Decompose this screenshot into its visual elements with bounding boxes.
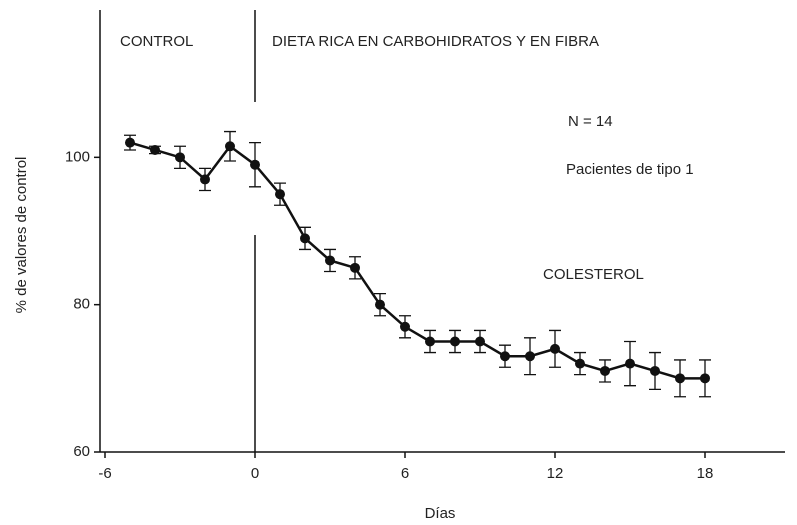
point xyxy=(325,255,335,266)
point xyxy=(600,365,610,376)
point xyxy=(650,365,660,376)
point xyxy=(625,358,635,369)
point xyxy=(450,336,460,347)
point xyxy=(525,351,535,362)
point xyxy=(475,336,485,347)
point xyxy=(175,152,185,163)
point xyxy=(275,189,285,200)
annotation: Pacientes de tipo 1 xyxy=(566,161,694,178)
point xyxy=(675,373,685,384)
point xyxy=(200,174,210,185)
point xyxy=(700,373,710,384)
y-tick-label: 100 xyxy=(65,148,90,165)
x-tick-label: 18 xyxy=(697,465,714,482)
point xyxy=(225,141,235,152)
x-tick-label: -6 xyxy=(98,465,111,482)
point xyxy=(150,144,160,155)
x-tick-label: 6 xyxy=(401,465,409,482)
point xyxy=(250,159,260,170)
point xyxy=(400,321,410,332)
y-tick-label: 80 xyxy=(73,296,90,313)
y-tick-label: 60 xyxy=(73,443,90,460)
point xyxy=(350,262,360,273)
annotation: DIETA RICA EN CARBOHIDRATOS Y EN FIBRA xyxy=(272,33,599,50)
x-axis-label: Días xyxy=(425,505,456,522)
x-tick-label: 0 xyxy=(251,465,259,482)
annotation: CONTROL xyxy=(120,33,193,50)
point xyxy=(575,358,585,369)
point xyxy=(425,336,435,347)
point xyxy=(300,233,310,244)
point xyxy=(375,299,385,310)
point xyxy=(500,351,510,362)
point xyxy=(125,137,135,148)
y-axis-label: % de valores de control xyxy=(13,157,30,314)
x-tick-label: 12 xyxy=(547,465,564,482)
point xyxy=(550,343,560,354)
annotation: N = 14 xyxy=(568,113,613,130)
annotation: COLESTEROL xyxy=(543,266,644,283)
